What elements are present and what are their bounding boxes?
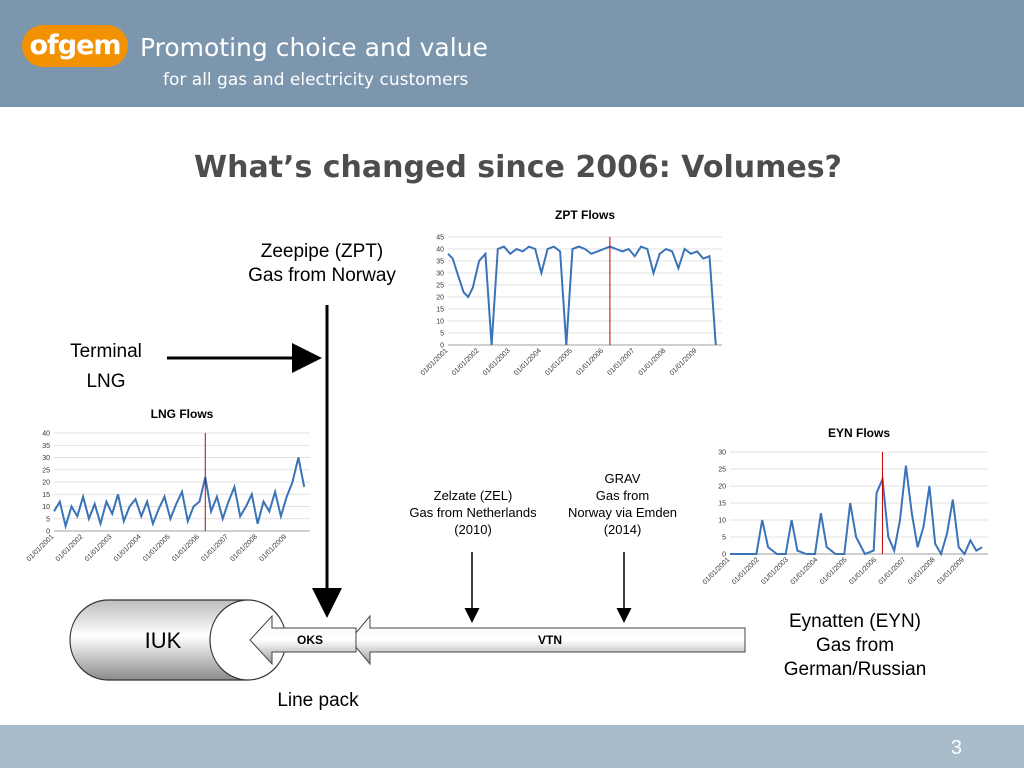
ofgem-logo: ofgem — [22, 25, 128, 67]
pipeline-arrow — [349, 614, 746, 666]
eyn-label: Eynatten (EYN) Gas from German/Russian — [760, 610, 950, 682]
tagline-main: Promoting choice and value — [140, 33, 488, 62]
y-tick-label: 40 — [42, 431, 50, 438]
lng-label-line2: LNG — [86, 371, 126, 392]
y-tick-label: 20 — [42, 480, 50, 487]
grav-label-line1: GRAV — [604, 471, 641, 486]
y-tick-label: 5 — [440, 331, 444, 338]
y-tick-label: 15 — [718, 501, 726, 508]
zel-label-line1: Zelzate (ZEL) — [433, 488, 513, 503]
tagline-sub: for all gas and electricity customers — [163, 70, 469, 90]
chart-title: LNG Flows — [151, 407, 214, 421]
y-tick-label: 40 — [436, 247, 444, 254]
zpt-label-line2: Gas from Norway — [248, 265, 396, 286]
eyn-label-line1: Eynatten (EYN) — [789, 611, 921, 632]
chart-title: ZPT Flows — [555, 208, 615, 222]
y-tick-label: 15 — [42, 492, 50, 499]
oks-arrow — [249, 614, 357, 666]
y-tick-label: 0 — [46, 529, 50, 536]
zel-label-line3: (2010) — [454, 522, 492, 537]
grav-label-line4: (2014) — [603, 522, 642, 537]
y-tick-label: 10 — [42, 504, 50, 511]
iuk-label: IUK — [144, 628, 182, 653]
y-tick-label: 45 — [436, 235, 444, 242]
y-tick-label: 20 — [436, 295, 444, 302]
y-tick-label: 30 — [718, 450, 726, 457]
eyn-label-line2: Gas from — [815, 635, 895, 656]
y-tick-label: 10 — [718, 518, 726, 525]
header-bar: ofgem Promoting choice and value for all… — [0, 0, 1024, 107]
y-tick-label: 25 — [436, 283, 444, 290]
y-tick-label: 30 — [42, 455, 50, 462]
y-tick-label: 0 — [722, 552, 726, 559]
grav-label-line3: Norway via Emden — [567, 505, 678, 520]
lng-label-line1: Terminal — [70, 341, 142, 362]
eyn-label-line3: German/Russian — [783, 659, 927, 680]
iuk-cylinder — [69, 599, 287, 681]
linepack-label: Line pack — [277, 690, 359, 711]
y-tick-label: 20 — [718, 484, 726, 491]
chart-title: EYN Flows — [828, 426, 890, 440]
y-tick-label: 35 — [42, 443, 50, 450]
series-line — [447, 245, 717, 346]
zel-label-line2: Gas from Netherlands — [409, 505, 537, 520]
y-tick-label: 0 — [440, 343, 444, 350]
y-tick-label: 25 — [42, 467, 50, 474]
slide-title: What’s changed since 2006: Volumes? — [194, 150, 842, 185]
page-number: 3 — [950, 737, 962, 759]
y-tick-label: 35 — [436, 259, 444, 266]
grav-label-line2: Gas from — [595, 488, 650, 503]
zel-label: Zelzate (ZEL) Gas from Netherlands (2010… — [398, 487, 548, 538]
footer-bar — [0, 725, 1024, 768]
grav-label: GRAV Gas from Norway via Emden (2014) — [560, 470, 685, 538]
y-tick-label: 25 — [718, 467, 726, 474]
series-line — [53, 457, 306, 530]
y-tick-label: 10 — [436, 319, 444, 326]
y-tick-label: 5 — [722, 535, 726, 542]
series-line — [730, 465, 983, 557]
zpt-label: Zeepipe (ZPT) Gas from Norway — [222, 240, 422, 288]
oks-label: OKS — [296, 633, 323, 647]
y-tick-label: 15 — [436, 307, 444, 314]
y-tick-label: 5 — [46, 516, 50, 523]
y-tick-label: 30 — [436, 271, 444, 278]
vtn-label: VTN — [538, 633, 562, 647]
lng-label: Terminal LNG — [46, 337, 166, 397]
zpt-label-line1: Zeepipe (ZPT) — [260, 241, 384, 262]
